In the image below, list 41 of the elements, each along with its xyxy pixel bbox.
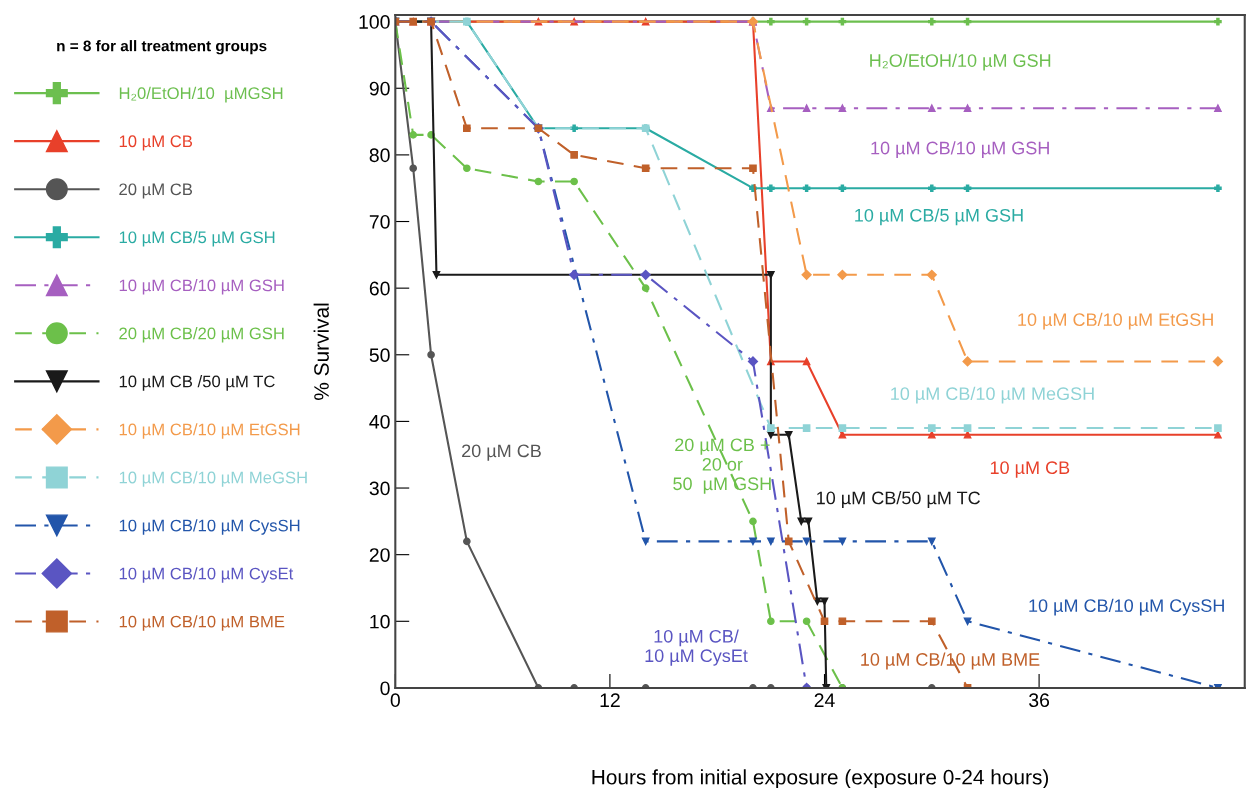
annotation: 10 µM CB/5 µM GSH	[855, 208, 1023, 226]
legend-label: 10 µM CB /50 µM TC	[119, 375, 275, 391]
legend-label: 10 µM CB/10 µM GSH	[119, 279, 284, 295]
legend-label: 20 µM CB/20 µM GSH	[119, 327, 284, 343]
y-tick-label: 90	[369, 81, 390, 96]
legend-label: 10 µM CB	[119, 135, 193, 151]
annotation: 10 µM CB/10 µM MeGSH	[891, 386, 1094, 404]
y-tick-label: 0	[380, 681, 390, 696]
y-tick-label: 50	[369, 348, 390, 363]
y-tick-label: 70	[369, 214, 390, 229]
annotation: 10 µM CB	[990, 461, 1070, 478]
legend-label: H₂0/EtOH/10 µMGSH	[119, 86, 283, 103]
annotation: 10 µM CB/50 µM TC	[817, 491, 980, 508]
legend-title: n = 8 for all treatment groups	[57, 40, 267, 55]
annotation: 10 µM CB/10 µM EtGSH	[1018, 312, 1213, 330]
annotation: 10 µM CB/10 µM GSH	[871, 141, 1049, 158]
legend-label: 20 µM CB	[119, 183, 193, 199]
x-tick-label: 24	[814, 693, 835, 707]
x-axis-title: Hours from initial exposure (exposure 0-24 hours)	[592, 769, 1049, 788]
legend-label: 10 µM CB/10 µM CysSH	[119, 519, 300, 535]
y-tick-label: 80	[369, 148, 390, 163]
y-tick-label: 20	[369, 548, 390, 562]
legend-label: 10 µM CB/10 µM EtGSH	[119, 423, 300, 439]
y-tick-label: 100	[359, 15, 390, 29]
annotation: 10 µM CB/10 µM CysSH	[1029, 598, 1224, 616]
y-tick-label: 10	[370, 614, 390, 629]
x-tick-label: 12	[600, 693, 620, 707]
x-tick-label: 36	[1029, 693, 1050, 708]
legend-label: 10 µM CB/10 µM BME	[119, 615, 285, 631]
y-tick-label: 30	[369, 481, 390, 496]
annotation: 10 µM CB/ 10 µM CysEt	[645, 629, 748, 666]
annotation: 10 µM CB/10 µM BME	[861, 652, 1040, 670]
legend-label: 10 µM CB/5 µM GSH	[119, 230, 275, 247]
x-tick-label: 0	[390, 693, 400, 708]
y-tick-label: 40	[369, 414, 390, 429]
y-axis-title: % Survival	[313, 303, 329, 400]
annotation: 20 µM CB	[462, 444, 541, 461]
y-tick-label: 60	[369, 281, 390, 296]
legend-label: 10 µM CB/10 µM CysEt	[119, 567, 294, 583]
legend-label: 10 µM CB/10 µM MeGSH	[119, 471, 307, 487]
annotation: H₂O/EtOH/10 µM GSH	[870, 53, 1051, 71]
